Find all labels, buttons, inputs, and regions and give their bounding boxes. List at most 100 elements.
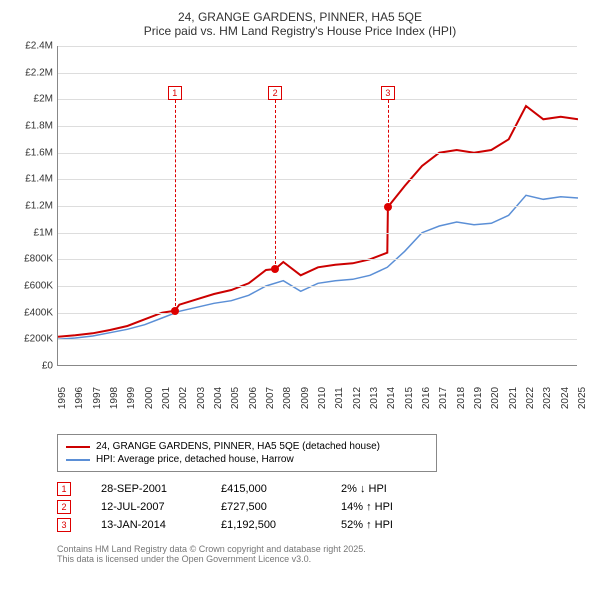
x-tick-label: 2001 — [161, 387, 172, 409]
legend: 24, GRANGE GARDENS, PINNER, HA5 5QE (det… — [57, 434, 437, 472]
footer: Contains HM Land Registry data © Crown c… — [57, 544, 585, 564]
x-tick-label: 2012 — [352, 387, 363, 409]
y-axis: £0£200K£400K£600K£800K£1M£1.2M£1.4M£1.6M… — [15, 46, 55, 366]
transaction-price: £415,000 — [221, 483, 311, 495]
x-tick-label: 2018 — [456, 387, 467, 409]
x-tick-label: 2017 — [438, 387, 449, 409]
x-tick-label: 1999 — [126, 387, 137, 409]
y-tick-label: £0 — [42, 361, 53, 372]
marker-dot — [271, 265, 279, 273]
x-tick-label: 2020 — [490, 387, 501, 409]
x-tick-label: 2016 — [421, 387, 432, 409]
marker-line — [388, 100, 389, 207]
x-tick-label: 2014 — [386, 387, 397, 409]
x-tick-label: 2003 — [196, 387, 207, 409]
x-tick-label: 2007 — [265, 387, 276, 409]
transaction-row: 2 12-JUL-2007 £727,500 14% ↑ HPI — [57, 500, 585, 514]
y-tick-label: £1M — [34, 227, 53, 238]
x-tick-label: 1995 — [57, 387, 68, 409]
y-tick-label: £400K — [24, 307, 53, 318]
y-tick-label: £2.4M — [25, 41, 53, 52]
legend-label: HPI: Average price, detached house, Harr… — [96, 454, 294, 465]
chart-container: 24, GRANGE GARDENS, PINNER, HA5 5QE Pric… — [0, 0, 600, 590]
grid-line — [58, 259, 577, 260]
transaction-row: 3 13-JAN-2014 £1,192,500 52% ↑ HPI — [57, 518, 585, 532]
x-tick-label: 1998 — [109, 387, 120, 409]
transaction-marker: 1 — [57, 482, 71, 496]
x-tick-label: 2009 — [300, 387, 311, 409]
grid-line — [58, 233, 577, 234]
transaction-pct: 52% ↑ HPI — [341, 519, 431, 531]
x-tick-label: 2002 — [178, 387, 189, 409]
transaction-price: £1,192,500 — [221, 519, 311, 531]
title-line2: Price paid vs. HM Land Registry's House … — [15, 24, 585, 38]
y-tick-label: £1.4M — [25, 174, 53, 185]
x-tick-label: 2022 — [525, 387, 536, 409]
title-line1: 24, GRANGE GARDENS, PINNER, HA5 5QE — [15, 10, 585, 24]
grid-line — [58, 206, 577, 207]
x-tick-label: 2010 — [317, 387, 328, 409]
grid-line — [58, 313, 577, 314]
transaction-pct: 14% ↑ HPI — [341, 501, 431, 513]
x-axis: 1995 1996 1997 1998 1999 2000 2001 2002 2003 2004… — [57, 368, 577, 408]
transaction-pct: 2% ↓ HPI — [341, 483, 431, 495]
chart-area: £0 £200K £400K £600K £800K £1M £1.2M £1.4M £1.6M… — [15, 46, 585, 396]
grid-line — [58, 286, 577, 287]
y-tick-label: £2.2M — [25, 67, 53, 78]
x-tick-label: 2019 — [473, 387, 484, 409]
x-tick-label: 2004 — [213, 387, 224, 409]
x-tick-label: 2023 — [542, 387, 553, 409]
transaction-date: 28-SEP-2001 — [101, 483, 191, 495]
y-tick-label: £800K — [24, 254, 53, 265]
transaction-price: £727,500 — [221, 501, 311, 513]
y-tick-label: £1.6M — [25, 147, 53, 158]
x-tick-label: 2015 — [404, 387, 415, 409]
x-tick-label: 1997 — [92, 387, 103, 409]
transaction-date: 12-JUL-2007 — [101, 501, 191, 513]
transactions-table: 1 28-SEP-2001 £415,000 2% ↓ HPI 2 12-JUL-2007… — [57, 482, 585, 532]
legend-label: 24, GRANGE GARDENS, PINNER, HA5 5QE (det… — [96, 441, 380, 452]
legend-item: HPI: Average price, detached house, Harr… — [66, 454, 428, 465]
transaction-date: 13-JAN-2014 — [101, 519, 191, 531]
chart-title: 24, GRANGE GARDENS, PINNER, HA5 5QE Pric… — [15, 10, 585, 38]
x-tick-label: 2000 — [144, 387, 155, 409]
y-tick-label: £600K — [24, 281, 53, 292]
grid-line — [58, 99, 577, 100]
marker-line — [275, 100, 276, 269]
footer-line1: Contains HM Land Registry data © Crown c… — [57, 544, 585, 554]
grid-line — [58, 126, 577, 127]
x-tick-label: 2011 — [334, 387, 345, 409]
grid-line — [58, 46, 577, 47]
transaction-marker: 2 — [57, 500, 71, 514]
y-tick-label: £1.8M — [25, 121, 53, 132]
marker-dot — [171, 307, 179, 315]
x-tick-label: 2021 — [508, 387, 519, 409]
marker-line — [175, 100, 176, 311]
transaction-marker: 3 — [57, 518, 71, 532]
x-tick-label: 2025 — [577, 387, 588, 409]
x-tick-label: 2013 — [369, 387, 380, 409]
x-tick-label: 2024 — [560, 387, 571, 409]
y-tick-label: £2M — [34, 94, 53, 105]
transaction-row: 1 28-SEP-2001 £415,000 2% ↓ HPI — [57, 482, 585, 496]
grid-line — [58, 339, 577, 340]
x-tick-label: 2006 — [248, 387, 259, 409]
grid-line — [58, 179, 577, 180]
legend-item: 24, GRANGE GARDENS, PINNER, HA5 5QE (det… — [66, 441, 428, 452]
marker-dot — [384, 203, 392, 211]
marker-box: 1 — [168, 86, 182, 100]
series-line — [58, 106, 578, 337]
legend-swatch — [66, 446, 90, 448]
y-tick-label: £1.2M — [25, 201, 53, 212]
grid-line — [58, 153, 577, 154]
marker-box: 3 — [381, 86, 395, 100]
y-tick-label: £200K — [24, 334, 53, 345]
legend-swatch — [66, 459, 90, 461]
marker-box: 2 — [268, 86, 282, 100]
footer-line2: This data is licensed under the Open Gov… — [57, 554, 585, 564]
x-tick-label: 2005 — [230, 387, 241, 409]
x-tick-label: 2008 — [282, 387, 293, 409]
grid-line — [58, 73, 577, 74]
plot-area: 1 2 3 — [57, 46, 577, 366]
x-tick-label: 1996 — [74, 387, 85, 409]
